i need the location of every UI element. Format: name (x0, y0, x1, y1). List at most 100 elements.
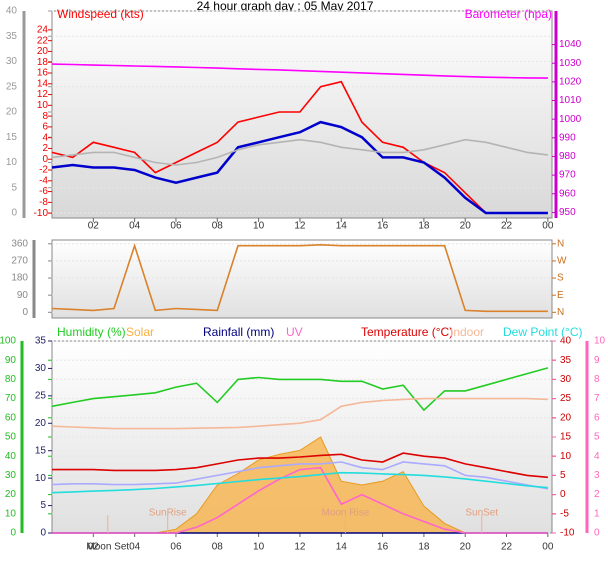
y-tick-label: 8 (42, 111, 48, 122)
x-tick-label: 02 (88, 542, 100, 553)
line (51, 471, 548, 494)
y-tick-label: 2 (42, 143, 48, 154)
y-tick-label: S (557, 273, 564, 284)
y-tick-label: 12 (37, 89, 49, 100)
x-tick-label: 20 (460, 542, 472, 553)
y-tick-label: 35 (560, 355, 572, 366)
y-tick-label: 270 (11, 256, 28, 267)
x-tick-label: 12 (294, 221, 306, 232)
legend-label: Humidity (%) (57, 325, 126, 339)
y-tick-label: E (557, 290, 564, 301)
y-tick-label: 35 (6, 31, 18, 42)
legend-label: Solar (126, 325, 154, 339)
y-tick-label: 30 (5, 470, 17, 481)
y-tick-label: 10 (560, 451, 572, 462)
y-tick-label: 20 (560, 412, 572, 423)
x-tick-label: 06 (170, 221, 182, 232)
y-tick-label: -10 (34, 208, 49, 219)
line (51, 63, 548, 79)
y-tick-label: 0 (11, 208, 17, 219)
y-tick-label: 980 (559, 151, 576, 162)
y-tick-label: 5 (594, 432, 600, 443)
line (51, 397, 548, 430)
legend-label: Barometer (hpa) (465, 7, 552, 21)
annotation: SunSet (465, 508, 498, 519)
line (51, 243, 548, 313)
y-tick-label: 970 (559, 170, 576, 181)
y-tick-label: 0 (22, 307, 28, 318)
y-tick-label: 960 (559, 188, 576, 199)
y-tick-label: -5 (560, 508, 569, 519)
y-tick-label: N (557, 238, 564, 249)
y-tick-label: 20 (6, 107, 18, 118)
y-tick-label: 1040 (559, 39, 582, 50)
y-tick-label: 10 (37, 100, 49, 111)
legend-label: UV (286, 325, 303, 339)
y-tick-label: 16 (37, 68, 49, 79)
y-tick-label: 10 (594, 336, 606, 347)
y-tick-label: 18 (37, 57, 49, 68)
x-tick-label: 22 (501, 221, 513, 232)
x-tick-label: 04 (129, 542, 141, 553)
y-tick-label: 1010 (559, 95, 582, 106)
y-tick-label: -6 (39, 186, 48, 197)
annotation: Moon Rise (321, 508, 369, 519)
y-tick-label: 5 (11, 182, 17, 193)
line (51, 461, 549, 490)
y-tick-label: 6 (594, 412, 600, 423)
y-tick-label: 15 (560, 432, 572, 443)
y-tick-label: 990 (559, 132, 576, 143)
y-tick-label: 5 (560, 470, 566, 481)
y-tick-label: 25 (560, 393, 572, 404)
x-tick-label: 20 (460, 221, 472, 232)
line (51, 80, 548, 214)
y-tick-label: -10 (560, 528, 575, 539)
y-tick-label: 30 (35, 363, 47, 374)
y-tick-label: 0 (42, 154, 48, 165)
y-tick-label: 14 (37, 78, 49, 89)
x-tick-label: 22 (501, 542, 513, 553)
legend-label: Indoor (450, 325, 484, 339)
page-title: 24 hour graph day : 05 May 2017 (197, 0, 374, 13)
y-tick-label: N (557, 307, 564, 318)
y-tick-label: 10 (5, 508, 17, 519)
y-tick-label: 24 (37, 25, 49, 36)
x-tick-label: 02 (88, 221, 100, 232)
x-tick-label: 18 (418, 221, 430, 232)
x-tick-label: 14 (336, 221, 348, 232)
y-tick-label: 25 (35, 390, 47, 401)
legend-label: Rainfall (mm) (203, 325, 274, 339)
x-tick-label: 04 (129, 221, 141, 232)
y-tick-label: 40 (5, 451, 17, 462)
y-tick-label: 90 (17, 290, 29, 301)
y-tick-label: 40 (560, 336, 572, 347)
y-tick-label: 15 (6, 132, 18, 143)
annotation: SunRise (149, 508, 187, 519)
y-tick-label: 1020 (559, 77, 582, 88)
line (52, 466, 548, 534)
y-tick-label: 20 (35, 418, 47, 429)
y-tick-label: 10 (6, 157, 18, 168)
y-tick-label: 360 (11, 238, 28, 249)
x-tick-label: 10 (253, 542, 265, 553)
y-tick-label: 90 (5, 355, 17, 366)
y-tick-label: 0 (40, 528, 46, 539)
x-tick-label: 00 (542, 221, 554, 232)
x-tick-label: 16 (377, 542, 389, 553)
y-tick-label: 20 (37, 46, 49, 57)
y-tick-label: 10 (35, 473, 47, 484)
x-tick-label: 00 (542, 542, 554, 553)
y-tick-label: 40 (6, 6, 18, 17)
y-tick-label: 0 (594, 528, 600, 539)
y-tick-label: 9 (594, 355, 600, 366)
y-tick-label: 950 (559, 207, 576, 218)
y-tick-label: 35 (35, 336, 47, 347)
legend-label: Temperature (°C) (361, 325, 453, 339)
y-tick-label: W (557, 256, 567, 267)
line (51, 138, 548, 166)
line (51, 367, 549, 412)
y-tick-label: 20 (5, 489, 17, 500)
y-tick-label: 15 (35, 445, 47, 456)
line (51, 120, 548, 215)
